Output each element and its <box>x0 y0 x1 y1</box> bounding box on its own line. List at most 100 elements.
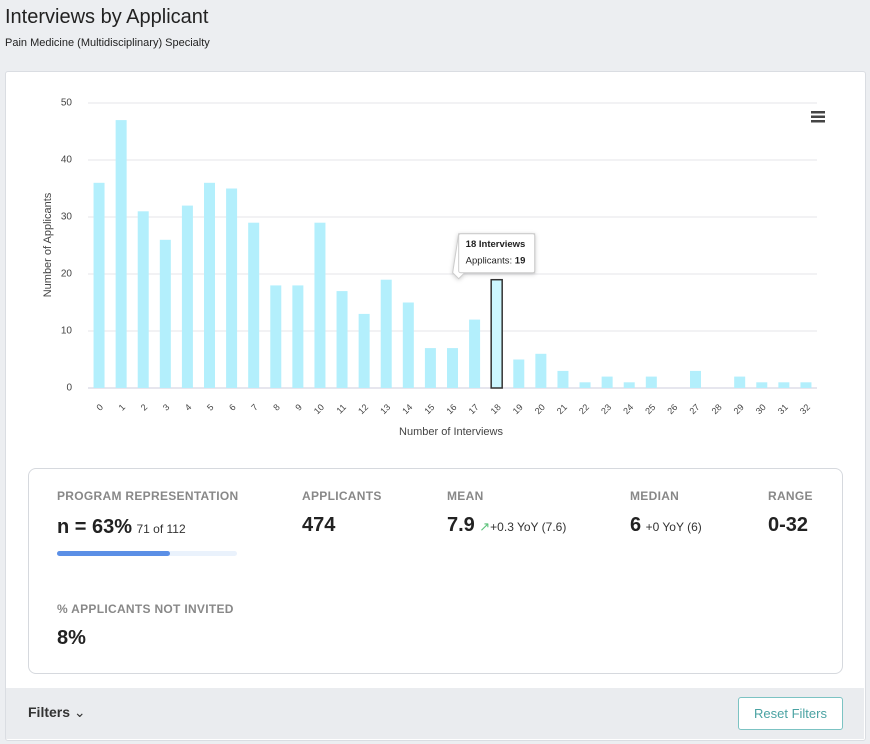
stat-change: +0 YoY (6) <box>645 520 702 534</box>
x-tick-label: 18 <box>489 402 503 416</box>
x-tick-label: 24 <box>621 402 635 416</box>
x-tick-label: 13 <box>378 402 392 416</box>
y-tick-label: 40 <box>61 155 73 166</box>
bar <box>557 370 569 388</box>
stat-heading: MEDIAN <box>630 489 680 503</box>
chevron-icon: ⌄ <box>73 704 86 720</box>
tooltip-line: Applicants: 19 <box>466 255 526 266</box>
bar <box>204 182 215 388</box>
stat-value: 6 <box>630 514 642 536</box>
stat-value: n = 63% 71 of 112 <box>57 516 186 539</box>
bar <box>601 376 613 388</box>
y-tick-label: 10 <box>61 326 73 337</box>
x-tick-label: 30 <box>754 402 768 416</box>
bar <box>535 353 547 388</box>
bar <box>469 319 481 388</box>
bar <box>424 348 436 388</box>
x-tick-label: 25 <box>643 402 657 416</box>
bar <box>513 359 525 388</box>
bar <box>159 239 171 388</box>
x-tick-label: 11 <box>334 402 348 416</box>
stat-detail: 71 of 112 <box>136 522 186 536</box>
x-tick-label: 4 <box>183 402 194 413</box>
x-tick-label: 1 <box>117 402 128 413</box>
progress-fill <box>57 551 171 556</box>
stats-panel <box>28 468 843 674</box>
filters-toggle[interactable]: Filters ⌄ <box>28 704 86 721</box>
x-tick-label: 29 <box>732 402 746 416</box>
x-tick-label: 15 <box>422 402 436 416</box>
stat-value: 7.9 <box>447 514 475 536</box>
bar <box>579 382 591 388</box>
x-tick-label: 0 <box>95 402 106 413</box>
x-tick-label: 19 <box>511 402 525 416</box>
bar <box>756 382 768 388</box>
tooltip-bg <box>458 233 536 274</box>
progress-track <box>57 551 237 556</box>
bar <box>690 370 701 388</box>
stat-heading: PROGRAM REPRESENTATION <box>57 489 239 503</box>
bar <box>292 285 304 388</box>
bar <box>248 222 260 388</box>
trend-icon: ↗ <box>479 519 491 534</box>
x-tick-label: 2 <box>139 402 150 413</box>
x-tick-label: 5 <box>205 402 216 413</box>
stat-value: 8% <box>57 627 86 649</box>
x-tick-label: 32 <box>798 402 812 416</box>
reset-button[interactable]: Reset Filters <box>738 697 843 730</box>
x-tick-label: 10 <box>312 402 326 416</box>
x-tick-label: 22 <box>577 402 591 416</box>
footer <box>6 688 864 739</box>
x-tick-label: 6 <box>227 402 238 413</box>
tooltip-label: Applicants: <box>466 255 512 266</box>
bar <box>402 302 414 388</box>
stat-value: 474 <box>302 514 336 536</box>
x-tick-label: 12 <box>356 402 370 416</box>
bar <box>314 222 326 388</box>
page-subtitle: Pain Medicine (Multidisciplinary) Specia… <box>5 37 210 49</box>
bar <box>645 376 657 388</box>
stat-change: +0.3 YoY (7.6) <box>490 520 567 534</box>
x-tick-label: 28 <box>710 402 724 416</box>
stat-heading: RANGE <box>768 489 813 503</box>
tooltip: 18 Interviews Applicants: 19 <box>452 233 536 280</box>
x-tick-label: 16 <box>444 402 458 416</box>
menu-icon[interactable] <box>811 111 825 123</box>
bar <box>447 348 458 388</box>
filters-label: Filters <box>28 704 71 720</box>
y-tick-label: 0 <box>66 383 72 394</box>
stat-heading: APPLICANTS <box>302 489 382 503</box>
y-axis-label: Number of Applicants <box>42 192 54 297</box>
bar <box>115 120 127 388</box>
x-tick-label: 26 <box>665 402 679 416</box>
y-tick-label: 50 <box>61 98 73 109</box>
x-tick-label: 27 <box>687 402 701 416</box>
bar <box>226 188 238 388</box>
x-tick-label: 21 <box>555 402 569 416</box>
tooltip-value: 19 <box>515 255 526 266</box>
bar <box>800 382 812 388</box>
bar <box>137 211 149 388</box>
x-tick-label: 14 <box>400 402 414 416</box>
bar <box>623 382 635 388</box>
bar <box>358 313 370 388</box>
stat-heading: MEAN <box>447 489 484 503</box>
chart: Number of Interviews Number of Applicant… <box>42 98 825 438</box>
x-tick-label: 23 <box>599 402 613 416</box>
bar <box>734 376 746 388</box>
bar <box>93 182 105 388</box>
bar <box>336 291 348 388</box>
bar <box>380 279 392 388</box>
x-tick-label: 31 <box>776 402 790 416</box>
x-tick-label: 7 <box>249 402 260 413</box>
stat-value: 6 +0 YoY (6) <box>630 514 702 537</box>
x-tick-label: 17 <box>467 402 481 416</box>
x-tick-label: 9 <box>293 402 304 413</box>
page-title: Interviews by Applicant <box>5 6 209 28</box>
tooltip-title: 18 Interviews <box>466 239 526 250</box>
bar <box>270 285 282 388</box>
bar <box>490 278 503 389</box>
bar <box>181 205 193 388</box>
x-tick-label: 8 <box>271 402 282 413</box>
